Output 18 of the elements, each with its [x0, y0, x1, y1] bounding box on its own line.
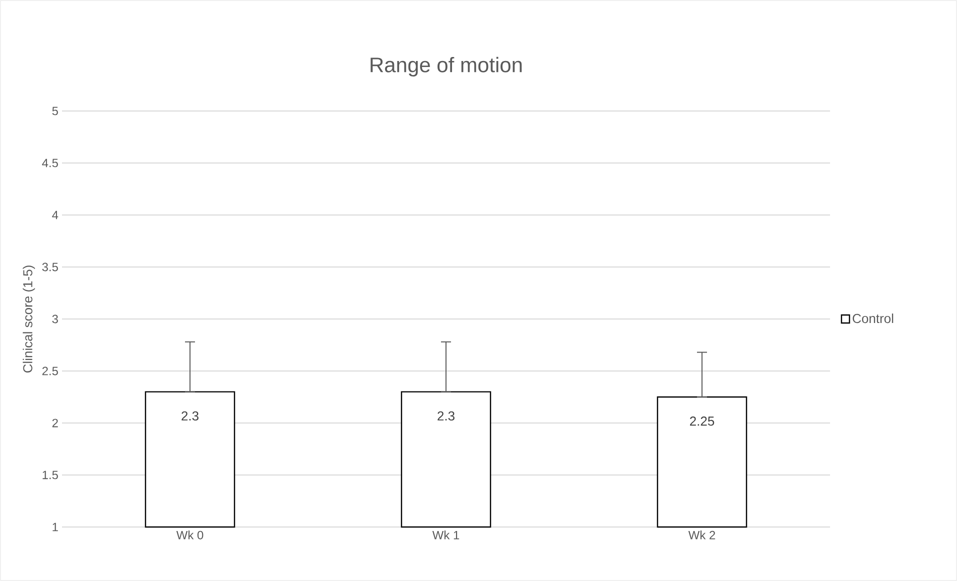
y-tick-label: 3.5: [42, 262, 58, 272]
y-axis-title: Clinical score (1-5): [22, 266, 35, 373]
y-tick-label: 3: [52, 314, 58, 324]
chart-title: Range of motion: [370, 56, 522, 77]
data-label: 2.25: [690, 416, 714, 426]
y-tick-label: 2: [52, 418, 58, 428]
y-tick-label: 4: [52, 210, 58, 220]
data-label: 2.3: [438, 411, 454, 421]
y-tick-label: 1.5: [42, 470, 58, 480]
x-tick-label: Wk 2: [688, 530, 716, 540]
data-label: 2.3: [182, 411, 198, 421]
y-tick-label: 1: [52, 522, 58, 532]
legend-label: Control: [852, 314, 894, 324]
y-tick-label: 4.5: [42, 158, 58, 168]
y-tick-label: 2.5: [42, 366, 58, 376]
y-tick-label: 5: [52, 106, 58, 116]
x-tick-label: Wk 1: [432, 530, 460, 540]
x-tick-label: Wk 0: [176, 530, 204, 540]
